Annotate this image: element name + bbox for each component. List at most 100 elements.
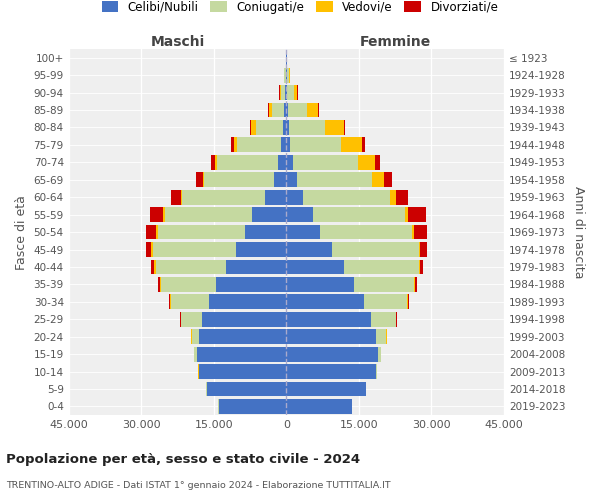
Bar — [294, 85, 298, 100]
Bar — [286, 138, 290, 152]
Text: Maschi: Maschi — [151, 35, 205, 49]
Bar — [297, 172, 372, 187]
Bar — [171, 190, 181, 204]
Bar — [169, 294, 170, 309]
Bar — [286, 330, 376, 344]
Bar — [285, 85, 286, 100]
Bar — [281, 138, 286, 152]
Bar — [211, 155, 215, 170]
Bar — [405, 207, 407, 222]
Bar — [286, 312, 371, 326]
Bar — [286, 294, 364, 309]
Bar — [407, 207, 426, 222]
Bar — [158, 277, 160, 292]
Bar — [289, 120, 325, 135]
Bar — [181, 190, 182, 204]
Bar — [226, 260, 286, 274]
Legend: Celibi/Nubili, Coniugati/e, Vedovi/e, Divorziati/e: Celibi/Nubili, Coniugati/e, Vedovi/e, Di… — [97, 0, 503, 18]
Bar — [284, 102, 286, 118]
Bar — [287, 85, 294, 100]
Bar — [209, 294, 286, 309]
Bar — [156, 224, 158, 240]
Bar — [151, 260, 154, 274]
Bar — [181, 312, 202, 326]
Bar — [288, 102, 307, 118]
Bar — [206, 382, 286, 396]
Bar — [161, 277, 216, 292]
Bar — [362, 138, 365, 152]
Bar — [278, 155, 286, 170]
Bar — [163, 207, 166, 222]
Bar — [286, 102, 288, 118]
Bar — [245, 224, 286, 240]
Bar — [203, 172, 204, 187]
Bar — [364, 294, 407, 309]
Bar — [286, 224, 320, 240]
Bar — [415, 277, 417, 292]
Bar — [199, 364, 286, 379]
Bar — [419, 242, 420, 257]
Bar — [199, 330, 286, 344]
Bar — [154, 242, 236, 257]
Bar — [286, 68, 287, 82]
Bar — [250, 120, 251, 135]
Bar — [251, 120, 256, 135]
Bar — [396, 190, 408, 204]
Text: Femmine: Femmine — [359, 35, 431, 49]
Bar — [303, 190, 390, 204]
Bar — [372, 172, 384, 187]
Bar — [286, 155, 293, 170]
Bar — [194, 346, 197, 362]
Bar — [384, 172, 392, 187]
Bar — [325, 120, 344, 135]
Bar — [149, 207, 163, 222]
Bar — [354, 277, 415, 292]
Bar — [238, 138, 281, 152]
Bar — [216, 277, 286, 292]
Bar — [265, 190, 286, 204]
Bar — [390, 190, 396, 204]
Bar — [202, 312, 286, 326]
Bar — [313, 207, 405, 222]
Text: TRENTINO-ALTO ADIGE - Dati ISTAT 1° gennaio 2024 - Elaborazione TUTTITALIA.IT: TRENTINO-ALTO ADIGE - Dati ISTAT 1° genn… — [6, 480, 391, 490]
Bar — [307, 102, 318, 118]
Bar — [286, 242, 332, 257]
Bar — [371, 312, 396, 326]
Y-axis label: Anni di nascita: Anni di nascita — [572, 186, 585, 278]
Bar — [286, 346, 378, 362]
Bar — [180, 312, 181, 326]
Bar — [375, 155, 380, 170]
Bar — [378, 346, 381, 362]
Bar — [290, 138, 341, 152]
Bar — [287, 68, 289, 82]
Bar — [286, 364, 376, 379]
Text: Popolazione per età, sesso e stato civile - 2024: Popolazione per età, sesso e stato civil… — [6, 452, 360, 466]
Bar — [284, 68, 286, 82]
Bar — [344, 120, 346, 135]
Bar — [158, 224, 245, 240]
Bar — [191, 330, 199, 344]
Bar — [269, 102, 272, 118]
Bar — [151, 242, 154, 257]
Bar — [286, 260, 344, 274]
Bar — [160, 277, 161, 292]
Bar — [166, 207, 253, 222]
Bar — [230, 138, 234, 152]
Bar — [412, 224, 414, 240]
Bar — [289, 68, 290, 82]
Bar — [197, 346, 286, 362]
Bar — [320, 224, 412, 240]
Bar — [234, 138, 238, 152]
Bar — [268, 102, 269, 118]
Bar — [218, 399, 286, 414]
Bar — [332, 242, 419, 257]
Bar — [274, 172, 286, 187]
Bar — [283, 120, 286, 135]
Bar — [217, 155, 278, 170]
Bar — [281, 85, 285, 100]
Bar — [414, 224, 427, 240]
Bar — [420, 242, 427, 257]
Bar — [156, 260, 226, 274]
Bar — [286, 120, 289, 135]
Bar — [286, 172, 297, 187]
